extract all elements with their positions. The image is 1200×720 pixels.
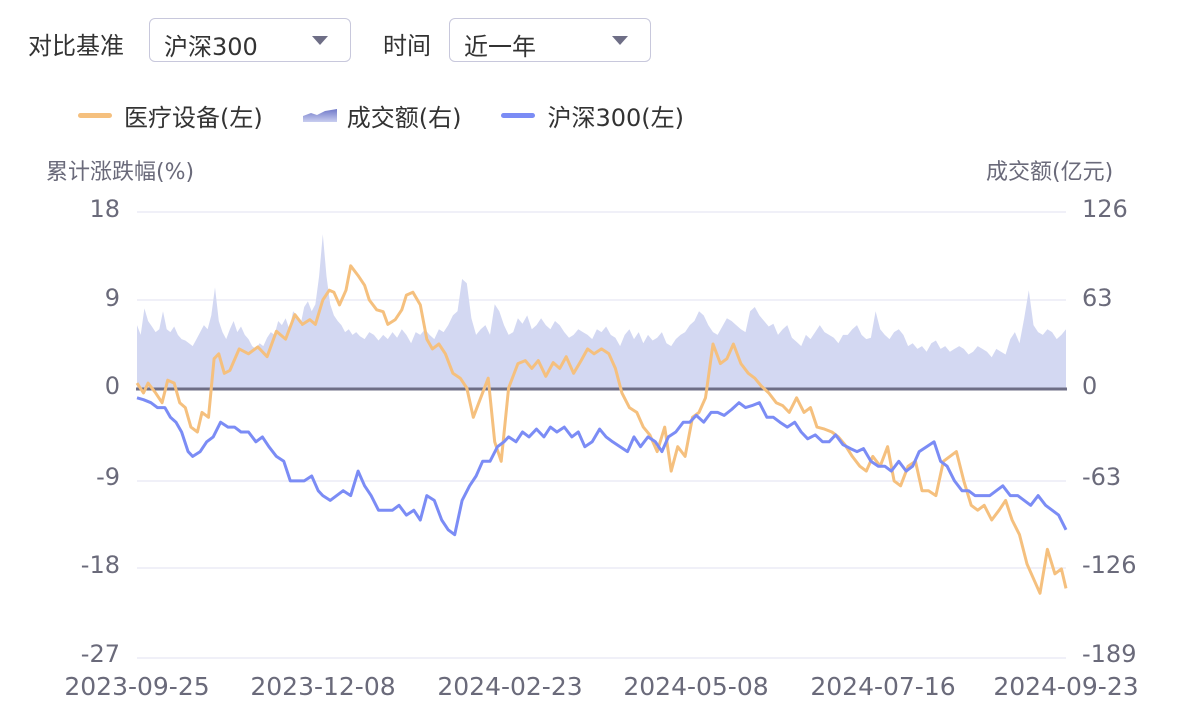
legend-item-medical-equipment[interactable]: 医疗设备(左) — [78, 98, 263, 133]
line-swatch-icon — [78, 112, 112, 118]
left-tick: -27 — [80, 640, 120, 668]
x-tick: 2024-02-23 — [437, 672, 583, 701]
right-tick: -126 — [1082, 551, 1137, 579]
x-tick: 2024-09-23 — [993, 672, 1139, 701]
csi300-line — [136, 396, 1068, 537]
right-tick: 0 — [1082, 372, 1098, 400]
chevron-down-icon — [612, 36, 628, 45]
medical-equipment-line — [135, 264, 1068, 595]
legend-item-turnover[interactable]: 成交额(右) — [302, 98, 462, 133]
chevron-down-icon — [312, 36, 328, 45]
period-label: 时间 — [383, 32, 431, 60]
left-tick: 9 — [104, 284, 120, 312]
gridlines — [137, 211, 1066, 659]
benchmark-select-value: 沪深300 — [164, 33, 258, 61]
legend-item-csi300[interactable]: 沪深300(左) — [501, 98, 684, 133]
line-swatch-icon — [501, 112, 536, 118]
area-swatch-icon — [302, 109, 337, 122]
legend-label: 医疗设备(左) — [124, 103, 263, 132]
legend-label: 成交额(右) — [346, 103, 462, 132]
period-select[interactable]: 近一年 — [449, 18, 651, 62]
benchmark-select[interactable]: 沪深300 — [149, 18, 351, 62]
legend-label: 沪深300(左) — [547, 103, 685, 132]
left-tick: 18 — [89, 195, 120, 223]
period-select-value: 近一年 — [464, 33, 536, 61]
x-tick: 2024-07-16 — [810, 672, 956, 701]
x-tick: 2024-05-08 — [623, 672, 769, 701]
x-tick: 2023-12-08 — [250, 672, 396, 701]
right-axis-title: 成交额(亿元) — [986, 160, 1114, 185]
left-tick: -9 — [96, 463, 120, 491]
right-tick: -189 — [1082, 640, 1137, 668]
turnover-area — [137, 234, 1066, 388]
chart-legend: 医疗设备(左) 成交额(右) 沪深300(左) — [78, 98, 724, 132]
benchmark-label: 对比基准 — [28, 32, 124, 60]
right-tick: 63 — [1082, 284, 1113, 312]
right-tick: -63 — [1082, 463, 1122, 491]
left-axis-title: 累计涨跌幅(%) — [46, 160, 195, 185]
left-tick: -18 — [80, 551, 120, 579]
right-tick: 126 — [1082, 195, 1128, 223]
left-tick: 0 — [104, 372, 120, 400]
x-tick: 2023-09-25 — [64, 672, 210, 701]
